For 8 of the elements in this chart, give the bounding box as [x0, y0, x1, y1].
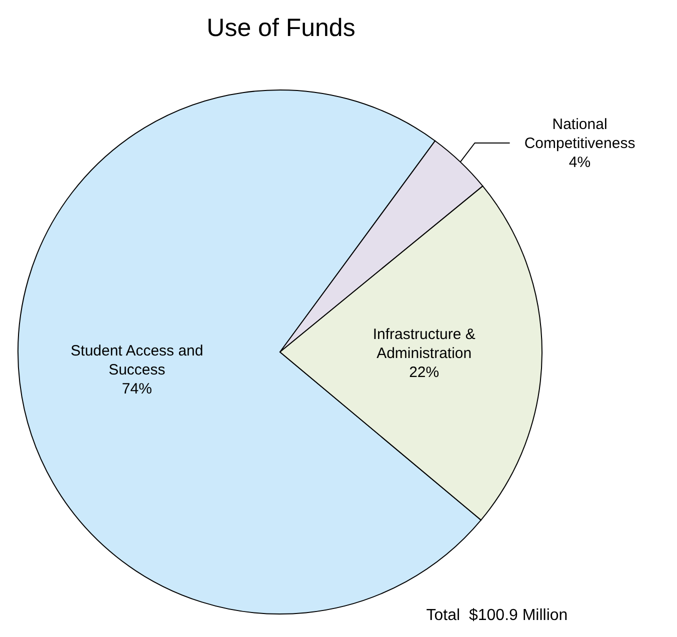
text: Total $100.9 Million	[426, 607, 568, 624]
data-label: 4%	[568, 154, 591, 172]
slice-label: Infrastructure & Administration	[372, 326, 476, 362]
chart-title: Use of Funds	[206, 14, 356, 42]
data-label: 22%	[409, 364, 440, 382]
slice-label: National Competitiveness	[524, 116, 636, 152]
slice-label: Student Access and Success	[70, 342, 204, 379]
data-label: 74%	[122, 380, 152, 398]
